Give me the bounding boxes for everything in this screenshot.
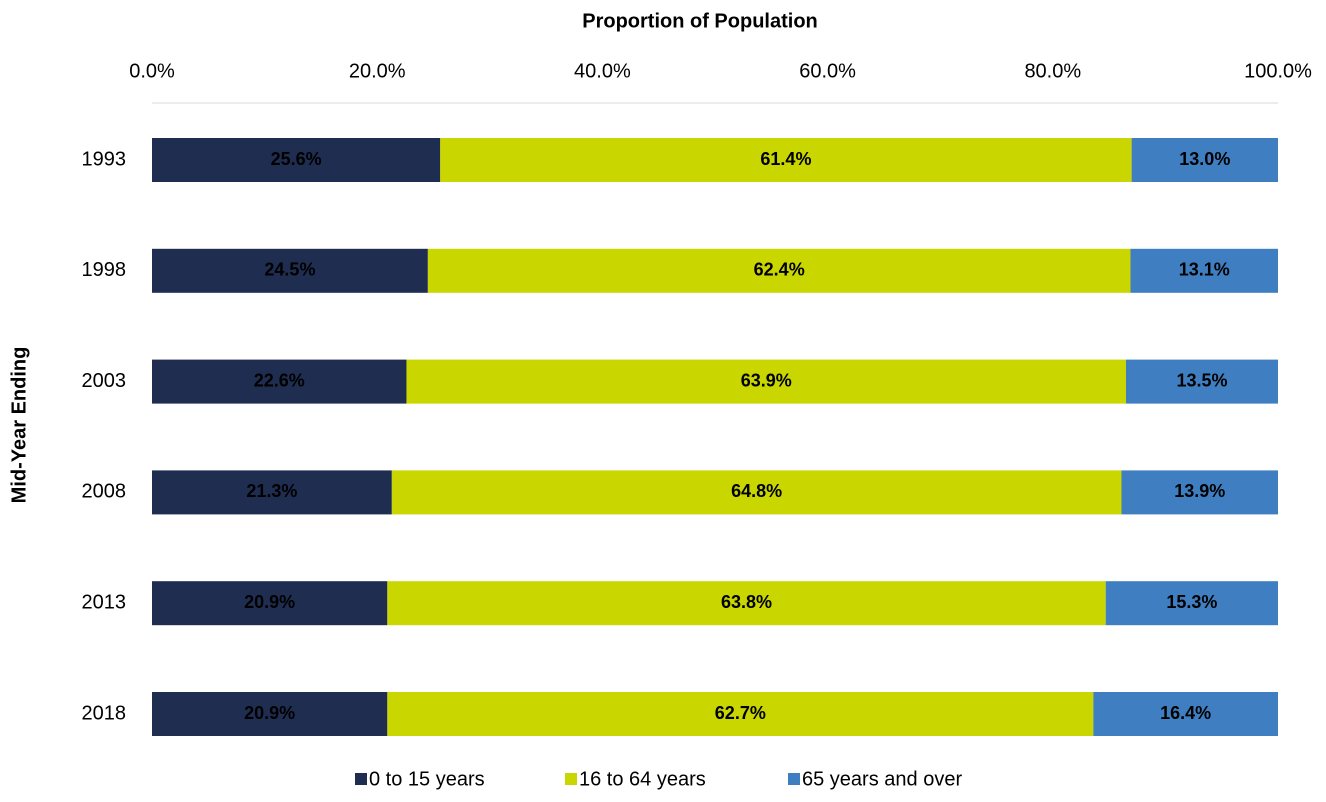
data-label: 62.4% <box>754 260 805 280</box>
y-tick-label: 2018 <box>82 702 127 724</box>
data-label: 13.9% <box>1174 481 1225 501</box>
bar-segment <box>1125 359 1278 404</box>
bar-segment <box>152 359 407 404</box>
data-label: 64.8% <box>731 481 782 501</box>
bar-segment <box>152 581 388 626</box>
bar-segment <box>152 138 441 182</box>
data-label: 15.3% <box>1166 592 1217 612</box>
data-label: 13.5% <box>1176 370 1227 390</box>
x-tick-label: 60.0% <box>799 60 856 82</box>
legend-label: 16 to 64 years <box>579 768 706 790</box>
x-tick-label: 100.0% <box>1244 60 1312 82</box>
bar-segment <box>1105 581 1278 626</box>
bar-segment <box>406 359 1126 404</box>
x-tick-label: 0.0% <box>129 60 175 82</box>
data-label: 13.0% <box>1179 149 1230 169</box>
legend-label: 65 years and over <box>802 768 962 790</box>
legend-swatch <box>355 773 367 785</box>
y-tick-label: 1993 <box>82 148 127 170</box>
data-label: 24.5% <box>264 260 315 280</box>
bar-segment <box>1130 248 1278 293</box>
y-tick-label: 2008 <box>82 481 127 503</box>
data-label: 63.9% <box>741 370 792 390</box>
data-label: 25.6% <box>271 149 322 169</box>
bar-segment <box>387 692 1094 736</box>
x-tick-label: 80.0% <box>1024 60 1081 82</box>
y-axis-label: Mid-Year Ending <box>8 347 30 504</box>
bar-segment <box>440 138 1132 182</box>
bar-segment <box>1131 138 1278 182</box>
bar-segment <box>1093 692 1278 736</box>
data-label: 16.4% <box>1160 703 1211 723</box>
bar-segment <box>152 248 428 293</box>
y-tick-label: 1998 <box>82 259 127 281</box>
data-label: 62.7% <box>715 703 766 723</box>
data-label: 20.9% <box>244 592 295 612</box>
chart-title: Proportion of Population <box>582 10 818 32</box>
data-label: 20.9% <box>244 703 295 723</box>
data-label: 61.4% <box>760 149 811 169</box>
bar-segment <box>391 470 1122 515</box>
data-label: 21.3% <box>246 481 297 501</box>
bar-segment <box>387 581 1106 626</box>
bar-segment <box>152 470 392 515</box>
y-tick-label: 2003 <box>82 370 127 392</box>
legend-swatch <box>788 773 800 785</box>
bar-segment <box>427 248 1131 293</box>
x-tick-label: 20.0% <box>349 60 406 82</box>
data-label: 63.8% <box>721 592 772 612</box>
data-label: 13.1% <box>1179 260 1230 280</box>
legend-label: 0 to 15 years <box>369 768 485 790</box>
legend-swatch <box>565 773 577 785</box>
bar-segment <box>1121 470 1278 515</box>
bar-segment <box>152 692 388 736</box>
data-label: 22.6% <box>254 370 305 390</box>
y-tick-label: 2013 <box>82 591 127 613</box>
x-tick-label: 40.0% <box>574 60 631 82</box>
